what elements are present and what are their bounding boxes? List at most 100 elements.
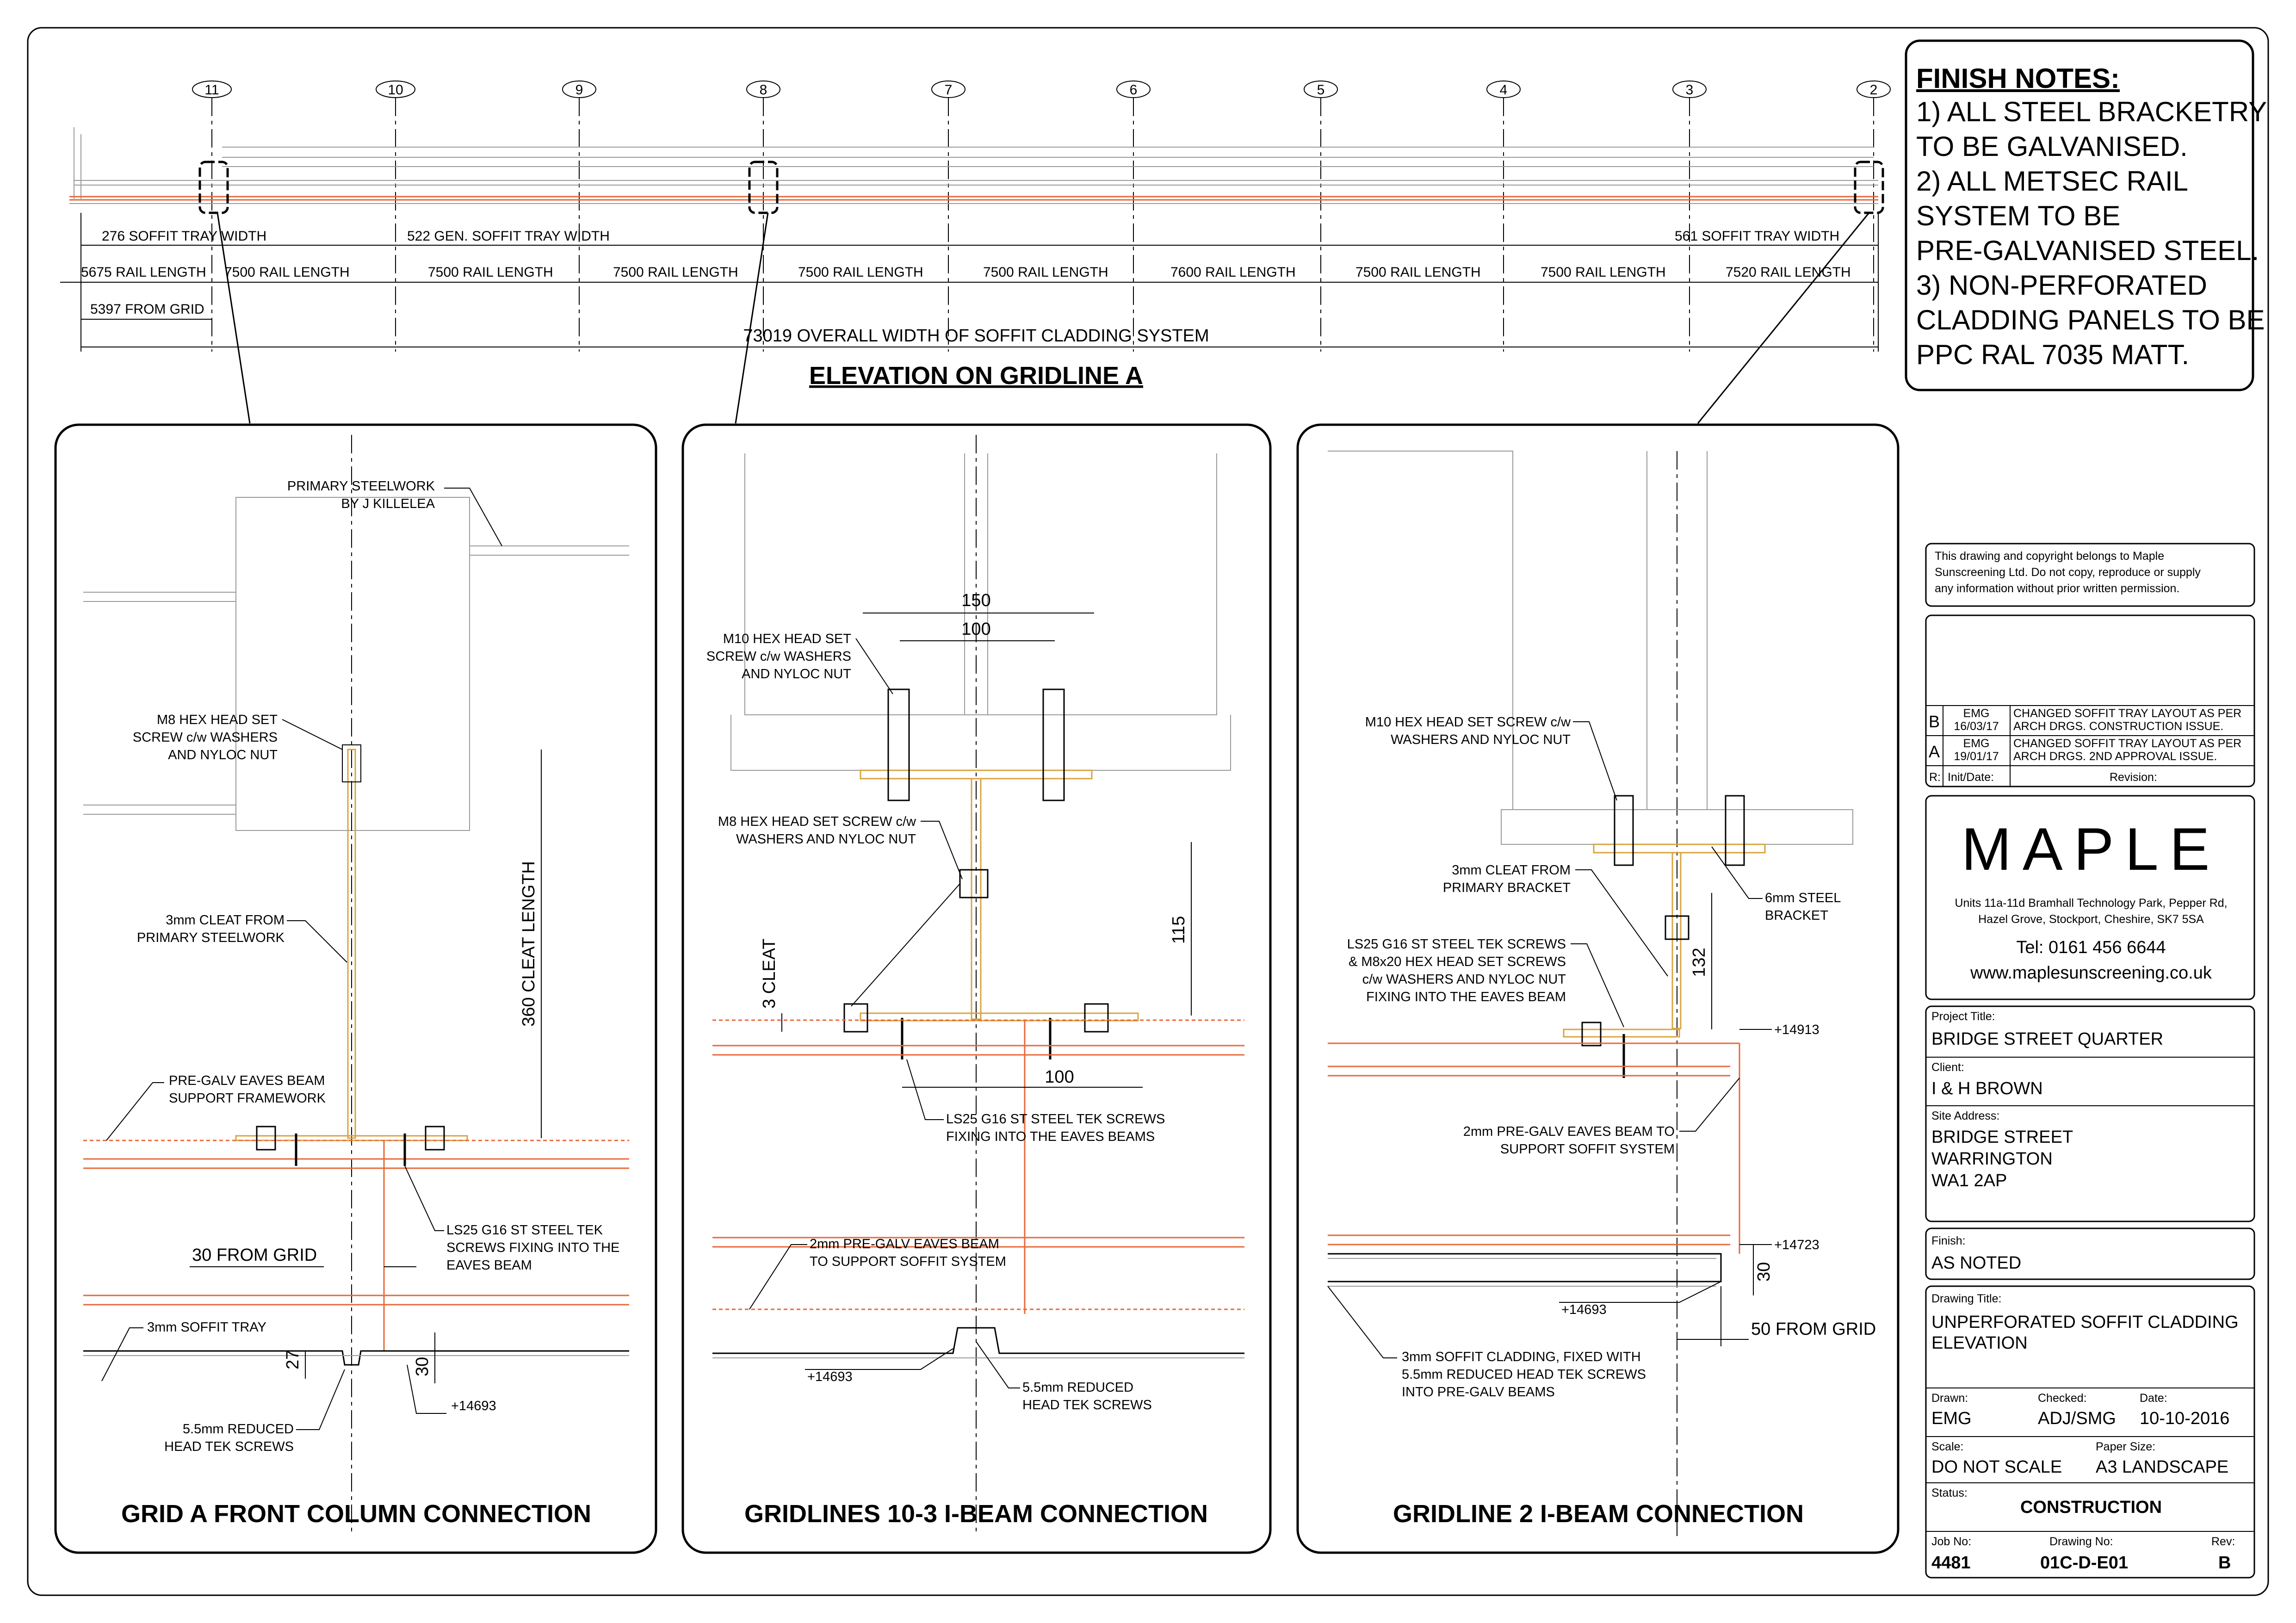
note-line: PRE-GALVANISED STEEL. [1916, 235, 2259, 266]
label: M10 HEX HEAD SET SCREW c/w [1365, 715, 1571, 730]
address-line: Hazel Grove, Stockport, Cheshire, SK7 5S… [1978, 913, 2204, 926]
label: LS25 G16 ST STEEL TEK [446, 1223, 603, 1238]
field-label: Scale: [1931, 1440, 1963, 1453]
gridline-3: 3 [1672, 81, 1707, 352]
note-line: SYSTEM TO BE [1916, 200, 2120, 231]
level: +14693 [1561, 1302, 1607, 1317]
gridline-7: 7 [931, 81, 965, 352]
note-line: CLADDING PANELS TO BE [1916, 304, 2265, 335]
leader [735, 212, 769, 424]
note-line: TO BE GALVANISED. [1916, 131, 2188, 162]
label: SUPPORT SOFFIT SYSTEM [1500, 1142, 1675, 1157]
label: 5.5mm REDUCED [1022, 1380, 1133, 1395]
label: PRIMARY STEELWORK [287, 479, 435, 494]
label: c/w WASHERS AND NYLOC NUT [1362, 972, 1566, 987]
dim-115: 115 [1169, 916, 1188, 944]
field-label: Status: [1931, 1487, 1968, 1499]
client: I & H BROWN [1931, 1079, 2043, 1098]
from-grid: 30 FROM GRID [192, 1245, 317, 1265]
note-line: 2) ALL METSEC RAIL [1916, 166, 2188, 197]
label: 3mm CLEAT FROM [1452, 863, 1571, 878]
site-address: WARRINGTON [1931, 1149, 2053, 1169]
dim-text: 5397 FROM GRID [90, 302, 204, 317]
field-label: Drawing No: [2049, 1535, 2113, 1548]
copyright-line: Sunscreening Ltd. Do not copy, reproduce… [1935, 566, 2201, 579]
dim-100b: 100 [1045, 1067, 1074, 1087]
gridline-bubbles: 11 10 9 8 7 6 5 4 3 2 [192, 81, 1891, 352]
project-title: BRIDGE STREET QUARTER [1931, 1029, 2163, 1049]
field-label: Client: [1931, 1061, 1964, 1074]
label: M8 HEX HEAD SET SCREW c/w [718, 814, 916, 829]
level: +14913 [1774, 1022, 1819, 1037]
job-number: 4481 [1931, 1553, 1971, 1573]
rev-date: 19/01/17 [1954, 750, 1999, 763]
label: PRIMARY BRACKET [1443, 880, 1571, 895]
elevation-title: ELEVATION ON GRIDLINE A [809, 362, 1143, 390]
rev-init: EMG [1963, 707, 1990, 720]
dim-text: 561 SOFFIT TRAY WIDTH [1675, 229, 1839, 244]
level: +14693 [807, 1369, 853, 1384]
level: +14693 [451, 1399, 496, 1413]
field-label: Project Title: [1931, 1010, 1995, 1023]
dim-text: 276 SOFFIT TRAY WIDTH [102, 229, 266, 244]
detail-gridline-2: 132 +14913 +14723 30 +14693 50 FROM GRID… [1296, 423, 1900, 1554]
website-link[interactable]: www.maplesunscreening.co.uk [1970, 963, 2212, 983]
rev-desc: ARCH DRGS. CONSTRUCTION ISSUE. [2013, 720, 2223, 733]
rev-init: EMG [1963, 737, 1990, 750]
rev-date: 16/03/17 [1954, 720, 1999, 733]
level: +14723 [1774, 1238, 1819, 1252]
drawn: EMG [1931, 1409, 1972, 1428]
label: SCREW c/w WASHERS [706, 649, 851, 664]
label: FIXING INTO THE EAVES BEAM [1366, 990, 1566, 1004]
rev-desc: CHANGED SOFFIT TRAY LAYOUT AS PER [2013, 737, 2241, 750]
grid-label: 3 [1686, 82, 1694, 98]
rev-header: Revision: [2110, 771, 2157, 784]
note-line: PPC RAL 7035 MATT. [1916, 339, 2189, 370]
dim-100: 100 [961, 619, 990, 639]
telephone: Tel: 0161 456 6644 [2016, 938, 2166, 957]
label: 3mm CLEAT FROM [166, 913, 285, 928]
field-label: Job No: [1931, 1535, 1971, 1548]
site-address: WA1 2AP [1931, 1171, 2007, 1190]
rev-header: Init/Date: [1948, 771, 1994, 784]
finish-notes-heading: FINISH NOTES: [1916, 63, 2120, 94]
label: AND NYLOC NUT [742, 667, 851, 681]
drawing-title: UNPERFORATED SOFFIT CLADDING [1931, 1313, 2239, 1332]
label: TO SUPPORT SOFFIT SYSTEM [810, 1254, 1006, 1269]
label: BY J KILLELEA [341, 496, 435, 511]
leader [1697, 212, 1870, 424]
address-line: Units 11a-11d Bramhall Technology Park, … [1955, 897, 2227, 910]
gridline-6: 6 [1116, 81, 1151, 352]
finish-notes: FINISH NOTES: 1) ALL STEEL BRACKETRY TO … [1905, 39, 2267, 391]
field-label: Finish: [1931, 1234, 1966, 1247]
cleat-length: 360 CLEAT LENGTH [519, 861, 538, 1027]
overall-width: 73019 OVERALL WIDTH OF SOFFIT CLADDING S… [743, 326, 1209, 346]
field-label: Paper Size: [2096, 1440, 2155, 1453]
label: SCREW c/w WASHERS [133, 730, 278, 745]
dim-30: 30 [413, 1357, 432, 1376]
label: 5.5mm REDUCED [183, 1422, 294, 1437]
grid-label: 5 [1317, 82, 1325, 98]
detail-title: GRIDLINES 10-3 I-BEAM CONNECTION [744, 1500, 1208, 1528]
paper-size: A3 LANDSCAPE [2096, 1457, 2228, 1477]
grid-label: 6 [1130, 82, 1138, 98]
dim-text: 7500 RAIL LENGTH [798, 265, 923, 280]
label: FIXING INTO THE EAVES BEAMS [946, 1129, 1155, 1144]
rev-desc: ARCH DRGS. 2ND APPROVAL ISSUE. [2013, 750, 2217, 763]
gridline-9: 9 [562, 81, 596, 352]
elevation: 11 10 9 8 7 6 5 4 3 2 [60, 81, 1891, 424]
from-grid: 50 FROM GRID [1751, 1319, 1876, 1339]
dim-text: 7500 RAIL LENGTH [428, 265, 553, 280]
grid-label: 10 [388, 82, 403, 98]
revision: B [2218, 1553, 2231, 1573]
dim-text: 5675 RAIL LENGTH [81, 265, 206, 280]
label: 3mm SOFFIT TRAY [147, 1320, 266, 1335]
detail-title: GRIDLINE 2 I-BEAM CONNECTION [1393, 1500, 1804, 1528]
title-block: This drawing and copyright belongs to Ma… [1925, 543, 2255, 1579]
rev-letter: A [1929, 742, 1940, 761]
label: 6mm STEEL [1765, 891, 1841, 905]
site-address: BRIDGE STREET [1931, 1127, 2073, 1147]
label: M8 HEX HEAD SET [157, 712, 278, 727]
copyright-line: This drawing and copyright belongs to Ma… [1935, 550, 2164, 563]
